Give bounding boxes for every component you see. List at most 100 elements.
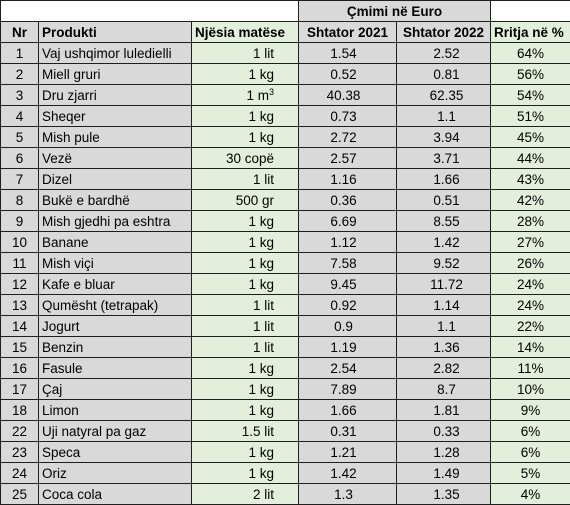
cell-nr-text: 14 (11, 318, 28, 334)
cell-unit-text: 1 kg (248, 276, 275, 292)
cell-increase: 6% (490, 441, 570, 463)
cell-increase: 24% (490, 273, 570, 295)
cell-nr-text: 8 (15, 192, 24, 208)
cell-product: Çaj (38, 378, 192, 400)
cell-increase: 42% (490, 189, 570, 211)
cell-product: Dizel (38, 168, 192, 190)
cell-unit-text: 1 lit (253, 339, 275, 355)
cell-nr-text: 24 (11, 465, 28, 481)
cell-product-text: Coca cola (42, 486, 103, 502)
cell-price-2022: 3.94 (396, 126, 492, 148)
cell-nr-text: 18 (11, 402, 28, 418)
cell-increase: 5% (490, 462, 570, 484)
cell-unit-text: 1 kg (248, 66, 275, 82)
cell-nr: 22 (0, 420, 39, 442)
cell-increase: 22% (490, 315, 570, 337)
cell-nr-text: 11 (12, 255, 27, 271)
col-header-unit: Njësia matëse (190, 21, 300, 43)
cell-increase: 44% (490, 147, 570, 169)
cell-nr: 14 (0, 315, 39, 337)
cell-nr: 15 (0, 336, 39, 358)
table-row: 13 Qumësht (tetrapak) 1 lit 0.92 1.14 24% (0, 294, 570, 316)
table-row: 12 Kafe e bluar 1 kg 9.45 11.72 24% (0, 273, 570, 295)
cell-price-2021: 2.72 (298, 126, 398, 148)
cell-product-text: Speca (42, 444, 81, 460)
cell-price-2022: 2.52 (396, 42, 492, 64)
cell-increase-text: 45% (517, 129, 545, 145)
cell-product-text: Fasule (42, 360, 83, 376)
cell-product: Coca cola (38, 483, 192, 505)
cell-increase-text: 27% (517, 234, 545, 250)
cell-price-2021: 7.89 (298, 378, 398, 400)
cell-unit-text: 1 kg (248, 360, 275, 376)
cell-increase-text: 22% (517, 318, 545, 334)
cell-price-2021-text: 0.36 (330, 192, 357, 208)
cell-product: Qumësht (tetrapak) (38, 294, 192, 316)
cell-price-2021: 1.12 (298, 231, 398, 253)
cell-price-2022: 1.42 (396, 231, 492, 253)
price-group-header: Çmimi në Euro (298, 0, 492, 22)
cell-product: Oriz (38, 462, 192, 484)
column-header-row: Nr Produkti Njësia matëse Shtator 2021 S… (0, 21, 570, 43)
cell-price-2022: 11.72 (396, 273, 492, 295)
cell-unit: 1 kg (190, 63, 300, 85)
cell-product-text: Limon (42, 402, 79, 418)
cell-unit-text: 1 kg (248, 381, 275, 397)
cell-increase-text: 6% (520, 423, 541, 439)
cell-nr-text: 15 (11, 339, 28, 355)
group-header-row: Çmimi në Euro (0, 0, 570, 22)
cell-product: Fasule (38, 357, 192, 379)
cell-unit-text: 1 lit (253, 45, 275, 61)
cell-increase: 24% (490, 294, 570, 316)
cell-product: Sheqer (38, 105, 192, 127)
cell-price-2022: 0.51 (396, 189, 492, 211)
cell-price-2022-text: 1.49 (433, 465, 460, 481)
cell-increase-text: 44% (517, 150, 545, 166)
table-row: 6 Vezë 30 copë 2.57 3.71 44% (0, 147, 570, 169)
cell-nr-text: 4 (15, 108, 24, 124)
cell-product-text: Mish viçi (42, 255, 94, 271)
cell-unit-text: 1 kg (248, 129, 275, 145)
cell-price-2022-text: 9.52 (433, 255, 460, 271)
table-row: 16 Fasule 1 kg 2.54 2.82 11% (0, 357, 570, 379)
cell-unit: 1 kg (190, 462, 300, 484)
cell-nr-text: 7 (15, 171, 24, 187)
cell-price-2021: 40.38 (298, 84, 398, 106)
cell-nr-text: 13 (11, 297, 28, 313)
cell-product: Bukë e bardhë (38, 189, 192, 211)
cell-product: Vezë (38, 147, 192, 169)
cell-nr: 6 (0, 147, 39, 169)
cell-price-2022-text: 0.33 (433, 423, 460, 439)
cell-nr: 11 (0, 252, 39, 274)
cell-price-2022: 1.81 (396, 399, 492, 421)
cell-price-2022: 9.52 (396, 252, 492, 274)
cell-price-2021-text: 0.52 (330, 66, 357, 82)
cell-nr: 17 (0, 378, 39, 400)
cell-price-2021: 0.9 (298, 315, 398, 337)
cell-nr: 25 (0, 483, 39, 505)
cell-nr-text: 6 (15, 150, 24, 166)
cell-unit: 1 lit (190, 168, 300, 190)
table-row: 22 Uji natyral pa gaz 1.5 lit 0.31 0.33 6% (0, 420, 570, 442)
cell-unit: 1 kg (190, 273, 300, 295)
cell-unit: 1 kg (190, 126, 300, 148)
cell-price-2022: 1.14 (396, 294, 492, 316)
cell-nr-text: 12 (11, 276, 28, 292)
cell-nr-text: 3 (15, 87, 24, 103)
cell-price-2021: 0.31 (298, 420, 398, 442)
cell-nr-text: 1 (15, 45, 24, 61)
cell-price-2021-text: 0.73 (330, 108, 357, 124)
cell-unit: 1 kg (190, 252, 300, 274)
cell-increase-text: 4% (520, 486, 541, 502)
cell-increase-text: 24% (517, 297, 545, 313)
table-row: 9 Mish gjedhi pa eshtra 1 kg 6.69 8.55 28% (0, 210, 570, 232)
cell-price-2021-text: 1.66 (330, 402, 357, 418)
cell-nr-text: 9 (15, 213, 24, 229)
table-row: 25 Coca cola 2 lit 1.3 1.35 4% (0, 483, 570, 505)
cell-unit: 1 lit (190, 42, 300, 64)
cell-price-2022-text: 1.35 (433, 486, 460, 502)
cell-nr: 3 (0, 84, 39, 106)
cell-nr: 16 (0, 357, 39, 379)
col-header-sep2021: Shtator 2021 (298, 21, 398, 43)
cell-unit: 1 kg (190, 105, 300, 127)
